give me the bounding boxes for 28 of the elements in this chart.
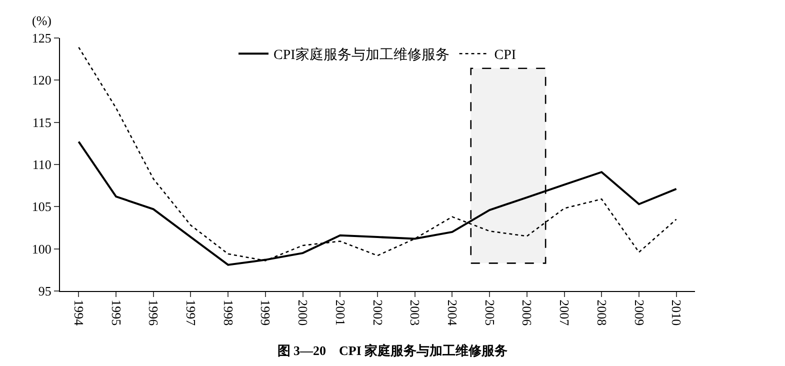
x-tick-label: 2010 — [669, 300, 684, 326]
x-tick-label: 2008 — [594, 300, 610, 326]
y-tick-label: 120 — [32, 72, 52, 88]
x-tick-label: 2000 — [296, 300, 311, 326]
y-tick-label: 105 — [32, 199, 52, 214]
text: 图 3—20 CPI 家庭服务与加工维修服务 — [277, 343, 508, 358]
y-tick-label: 110 — [32, 157, 52, 172]
x-tick-label: 1998 — [220, 300, 236, 326]
x-tick-label: 2002 — [370, 300, 386, 326]
y-tick-label: 95 — [38, 284, 52, 299]
x-tick-label: 2007 — [557, 300, 572, 326]
y-tick-label: 125 — [32, 30, 52, 46]
x-tick-label: 1995 — [108, 300, 124, 326]
y-tick-label: 100 — [32, 241, 52, 256]
x-tick-label: 1999 — [258, 300, 274, 326]
x-tick-label: 1994 — [71, 300, 86, 326]
y-tick-label: 115 — [32, 114, 52, 130]
x-tick-label: 2005 — [482, 300, 498, 326]
y-axis-title: (%) — [32, 13, 52, 28]
legend-label: CPI — [494, 48, 516, 64]
x-tick-label: 2001 — [332, 300, 348, 326]
x-tick-label: 2006 — [520, 300, 535, 326]
x-tick-label: 2004 — [444, 300, 460, 326]
x-tick-label: 2003 — [408, 300, 423, 326]
x-tick-label: 1997 — [184, 300, 199, 326]
legend-label: CPI家庭服务与加工维修服务 — [274, 47, 450, 64]
x-tick-label: 1996 — [146, 300, 162, 326]
x-tick-label: 2009 — [632, 300, 647, 326]
